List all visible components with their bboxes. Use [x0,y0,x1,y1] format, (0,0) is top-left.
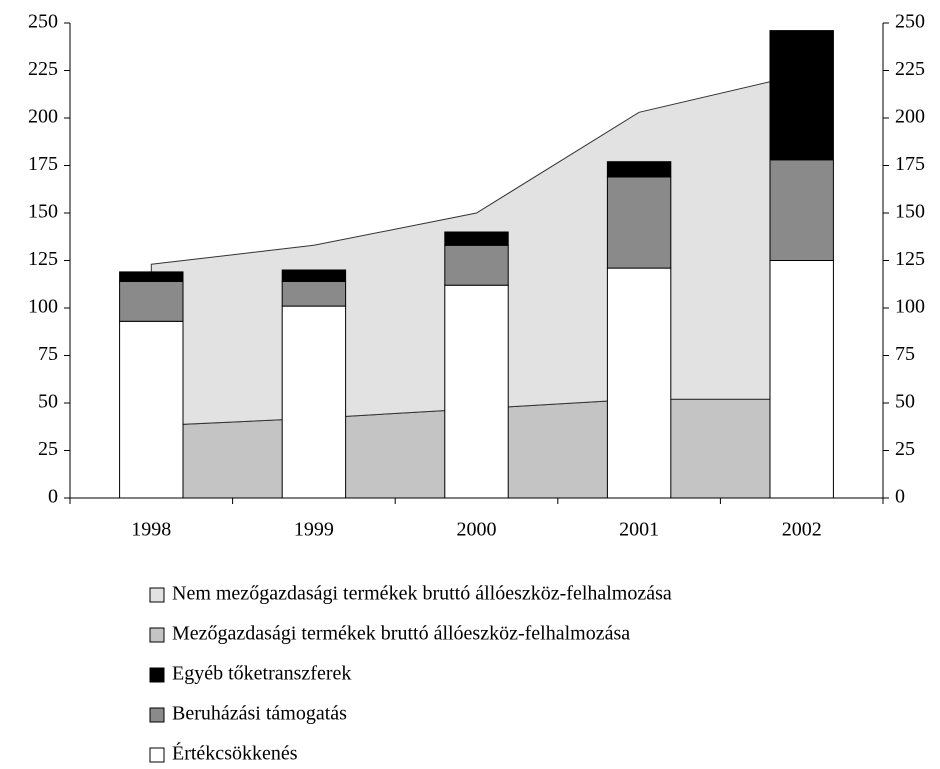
legend-label: Értékcsökkenés [172,742,298,765]
y-tick-label: 200 [28,106,58,128]
x-tick-label: 2002 [782,519,822,541]
bar [119,280,184,322]
y-tick-label: 125 [28,248,58,270]
bar [769,159,834,261]
bar [769,260,834,499]
bar [769,30,834,161]
y2-tick-label: 225 [895,58,925,80]
y2-tick-label: 50 [895,391,915,413]
y-tick-label: 175 [28,153,58,175]
y2-tick-label: 0 [895,486,905,508]
y-tick-label: 0 [48,486,58,508]
legend-swatch [149,747,165,763]
bar [119,320,184,499]
legend-swatch [149,587,165,603]
y-tick-label: 250 [28,11,58,33]
legend-swatch [149,667,165,683]
x-tick-label: 2001 [619,519,659,541]
y-tick-label: 150 [28,201,58,223]
bar [444,231,509,246]
bar [606,267,672,499]
y2-tick-label: 150 [895,201,925,223]
bar [606,161,672,178]
y2-tick-label: 200 [895,106,925,128]
legend-label: Egyéb tőketranszferek [172,663,351,685]
bar [281,269,347,282]
y2-tick-label: 175 [895,153,925,175]
x-tick-label: 2000 [457,519,497,541]
bar [606,176,672,269]
bar [119,271,184,282]
y2-tick-label: 75 [895,343,915,365]
legend-swatch [149,627,165,643]
legend-swatch [149,707,165,723]
y-tick-label: 100 [28,296,58,318]
legend-label: Nem mezőgazdasági termékek bruttó állóes… [172,583,672,605]
legend-label: Mezőgazdasági termékek bruttó állóeszköz… [172,623,630,645]
bar [444,284,509,499]
bar [281,280,347,307]
y2-tick-label: 125 [895,248,925,270]
y-tick-label: 75 [38,343,58,365]
x-tick-label: 1999 [294,519,334,541]
y2-tick-label: 25 [895,438,915,460]
bar [281,305,347,499]
y2-tick-label: 250 [895,11,925,33]
y2-tick-label: 100 [895,296,925,318]
legend-label: Beruházási támogatás [172,703,347,725]
bar [444,244,509,286]
y-tick-label: 25 [38,438,58,460]
y-tick-label: 225 [28,58,58,80]
y-tick-label: 50 [38,391,58,413]
x-tick-label: 1998 [131,519,171,541]
